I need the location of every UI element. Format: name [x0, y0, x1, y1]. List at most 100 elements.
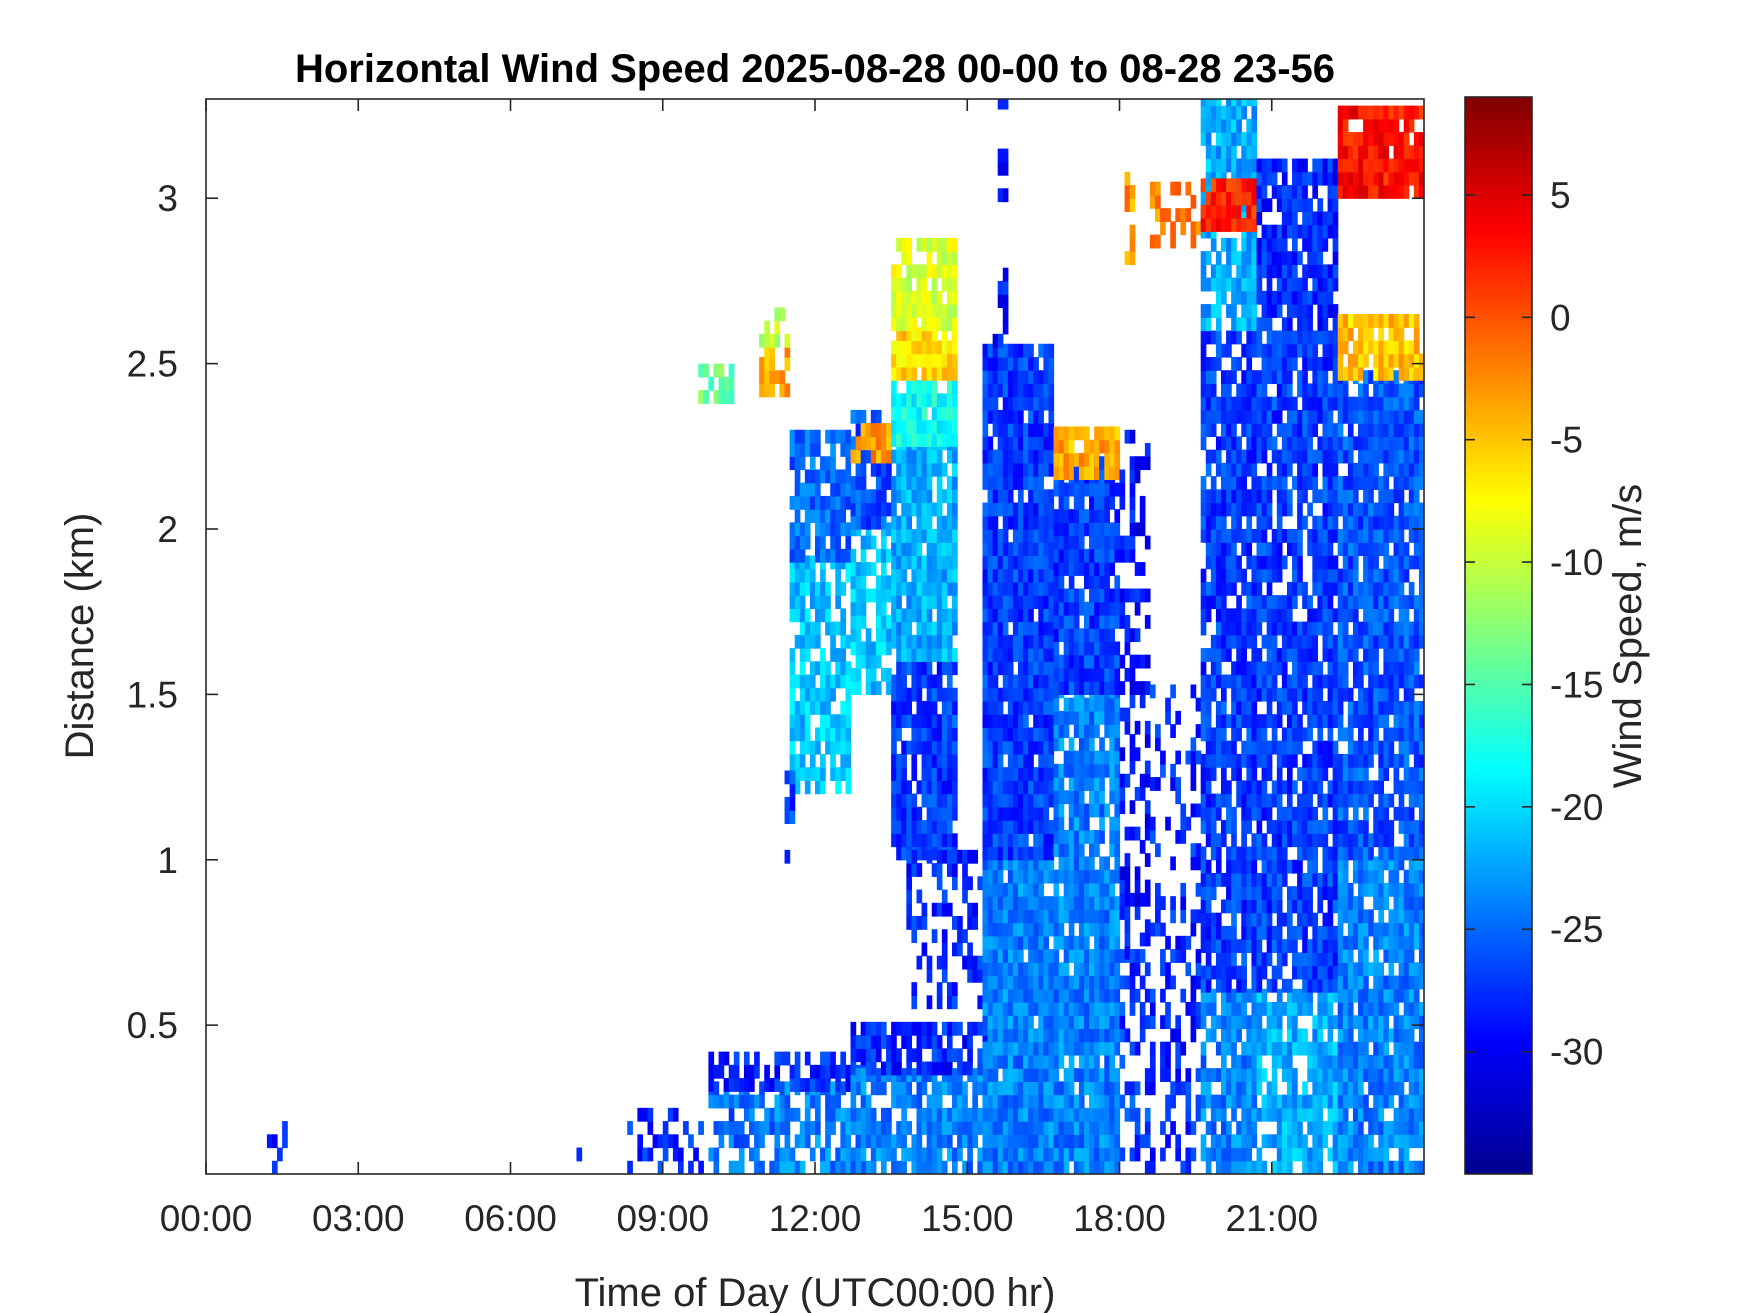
heat-cell	[1078, 763, 1085, 778]
heat-cell	[1114, 426, 1121, 441]
heat-cell	[1205, 251, 1212, 265]
heat-cell	[1104, 763, 1110, 778]
heat-cell	[1297, 873, 1303, 887]
heat-cell	[1205, 489, 1212, 504]
heat-cell	[1170, 777, 1176, 791]
heat-cell	[1246, 191, 1253, 206]
heat-cell	[1302, 304, 1308, 318]
heat-cell	[1114, 654, 1121, 669]
heat-cell	[759, 1081, 765, 1096]
heat-cell	[1007, 396, 1014, 411]
heat-cell	[855, 601, 862, 616]
heat-cell	[1028, 423, 1034, 437]
heat-cell	[926, 820, 933, 834]
heat-cell	[840, 648, 847, 662]
heat-cell	[997, 661, 1004, 676]
heat-cell	[1200, 581, 1207, 596]
heat-cell	[886, 641, 892, 656]
heat-cell	[992, 806, 999, 821]
heat-cell	[1083, 615, 1090, 629]
heat-cell	[1053, 988, 1060, 1003]
heat-cell	[911, 1021, 918, 1036]
heat-cell	[1246, 687, 1253, 702]
heat-cell	[931, 340, 938, 355]
heat-cell	[1078, 1041, 1085, 1056]
heat-cell	[1012, 909, 1019, 924]
heat-cell	[779, 1051, 786, 1066]
heat-cell	[1002, 1134, 1009, 1149]
heat-cell	[921, 648, 928, 662]
heat-cell	[896, 833, 902, 848]
heat-cell	[911, 595, 918, 609]
heat-cell	[997, 922, 1004, 937]
heat-cell	[1124, 628, 1131, 643]
heat-cell	[926, 608, 933, 623]
heat-cell	[936, 955, 943, 970]
heat-cell	[1048, 793, 1055, 808]
heat-cell	[1251, 132, 1258, 146]
heat-cell	[1210, 674, 1217, 689]
heat-cell	[1124, 1081, 1131, 1096]
heat-cell	[1215, 118, 1222, 133]
heat-cell	[926, 1094, 933, 1109]
heat-cell	[1246, 204, 1253, 219]
heat-cell	[982, 740, 989, 755]
heat-cell	[1119, 1002, 1126, 1016]
heat-cell	[1302, 462, 1308, 477]
heat-cell	[794, 456, 801, 471]
heat-cell	[1312, 1015, 1319, 1030]
heat-cell	[1241, 753, 1247, 768]
heat-cell	[789, 1147, 796, 1162]
heat-cell	[1215, 555, 1222, 570]
heat-cell	[921, 489, 928, 504]
heat-cell	[982, 634, 989, 649]
heat-cell	[911, 419, 918, 434]
heat-cell	[931, 820, 938, 834]
heat-cell	[794, 1107, 801, 1122]
heat-cell	[1226, 476, 1232, 490]
heat-cell	[987, 806, 994, 821]
heat-cell	[1281, 873, 1288, 887]
heat-cell	[820, 495, 826, 510]
heat-cell	[992, 568, 999, 583]
heat-cell	[1281, 396, 1288, 411]
heat-cell	[1226, 568, 1232, 583]
heat-cell	[698, 1160, 704, 1174]
heat-cell	[1028, 975, 1034, 990]
heat-cell	[1205, 1147, 1212, 1162]
heat-cell	[1307, 912, 1313, 927]
heat-cell	[936, 1107, 943, 1122]
heat-cell	[1236, 1002, 1242, 1016]
heat-cell	[1185, 1107, 1192, 1122]
heat-cell	[1226, 988, 1232, 1003]
heat-cell	[1226, 277, 1232, 292]
heat-cell	[1276, 1002, 1283, 1016]
heat-cell	[982, 370, 989, 385]
heat-cell	[1302, 290, 1308, 305]
heat-cell	[1028, 357, 1034, 371]
heat-cell	[713, 1064, 720, 1079]
heat-cell	[850, 681, 857, 695]
heat-cell	[1007, 806, 1014, 821]
heat-cell	[875, 588, 882, 603]
heat-cell	[1256, 793, 1263, 808]
heat-cell	[855, 562, 862, 576]
heat-cell	[1286, 436, 1293, 451]
heat-cell	[931, 406, 938, 421]
heat-cell	[1241, 99, 1247, 107]
heat-cell	[809, 509, 816, 523]
heat-cell	[1286, 449, 1293, 464]
heat-cell	[1302, 1081, 1308, 1096]
heat-cell	[1078, 816, 1085, 831]
heat-cell	[936, 833, 943, 848]
heat-cell	[1038, 595, 1044, 609]
heat-cell	[875, 1048, 882, 1063]
heat-cell	[1134, 906, 1141, 920]
heat-cell	[1292, 1015, 1298, 1030]
heat-cell	[987, 753, 994, 768]
heat-cell	[1099, 856, 1105, 871]
heat-cell	[1033, 409, 1039, 424]
heat-cell	[880, 1160, 887, 1174]
heat-cell	[926, 674, 933, 689]
heat-cell	[1246, 581, 1253, 596]
